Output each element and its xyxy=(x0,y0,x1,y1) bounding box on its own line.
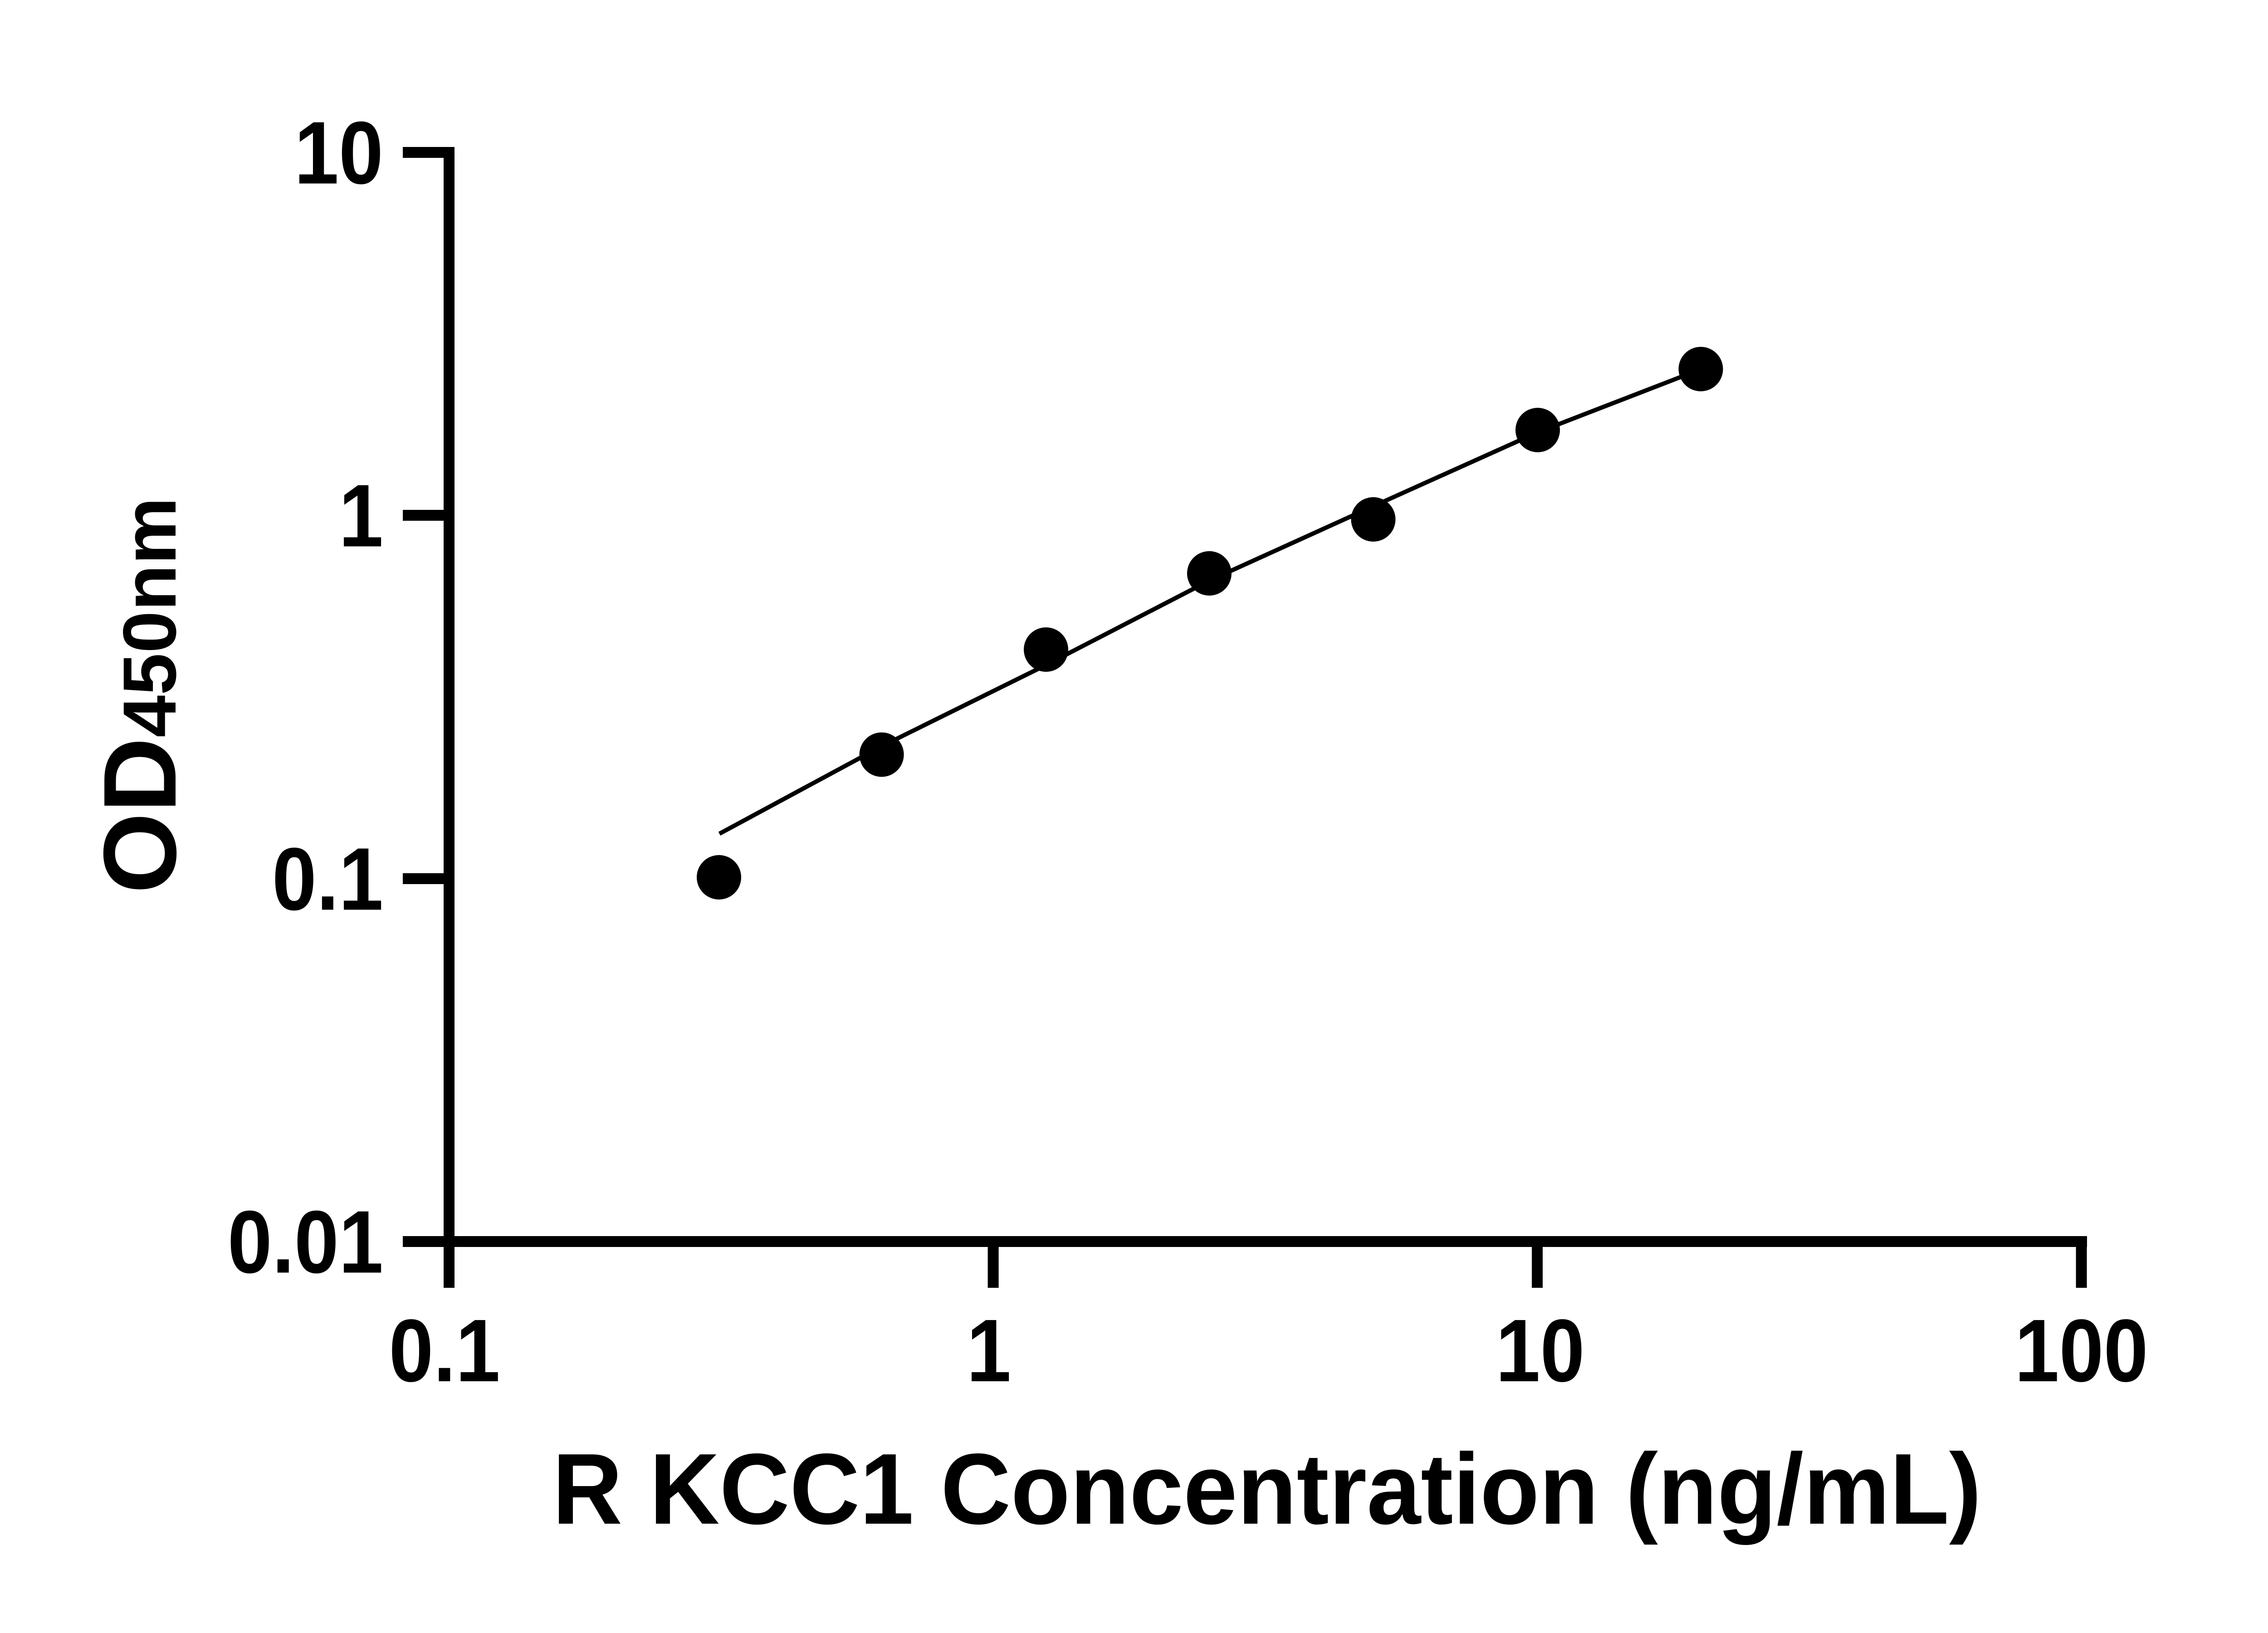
svg-text:OD450nm: OD450nm xyxy=(83,497,198,894)
svg-text:1: 1 xyxy=(339,466,383,566)
svg-text:0.1: 0.1 xyxy=(272,829,383,929)
svg-text:10: 10 xyxy=(294,103,383,203)
svg-text:0.01: 0.01 xyxy=(228,1192,383,1292)
svg-text:100: 100 xyxy=(2014,1301,2148,1400)
svg-text:R KCC1 Concentration (ng/mL): R KCC1 Concentration (ng/mL) xyxy=(552,1433,1981,1545)
svg-text:10: 10 xyxy=(1496,1301,1584,1400)
svg-text:1: 1 xyxy=(967,1301,1011,1400)
svg-text:0.1: 0.1 xyxy=(389,1301,500,1400)
